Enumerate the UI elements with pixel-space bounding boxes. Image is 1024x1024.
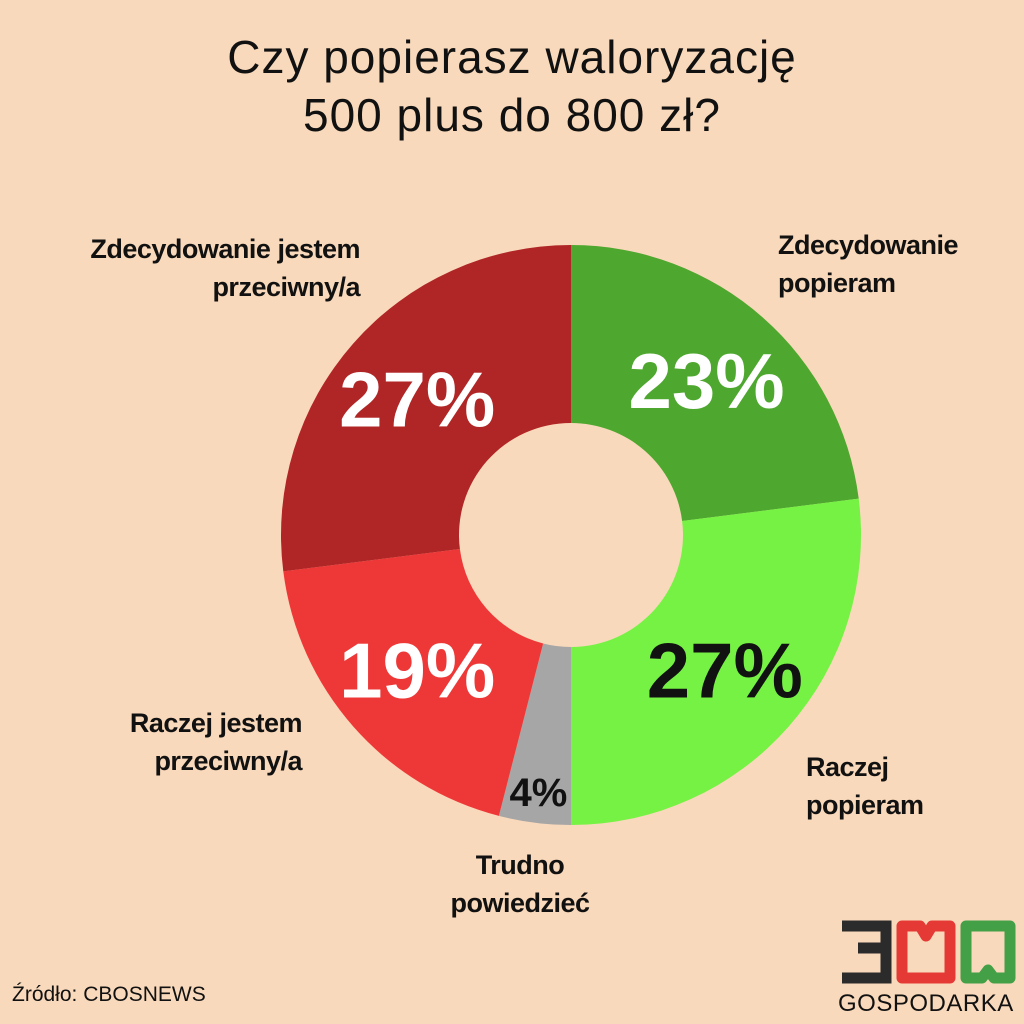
logo-text: GOSPODARKA [838, 990, 1014, 1017]
label-trudno-powiedziec-line-1: Trudno [475, 850, 565, 880]
logo: GOSPODARKA [838, 918, 1018, 1018]
slice-1 [571, 498, 861, 825]
label-raczej-popieram: Raczej popieram [806, 748, 924, 824]
label-raczej-przeciwny-line-2: przeciwny/a [154, 746, 302, 776]
label-raczej-popieram-line-1: Raczej [806, 752, 889, 782]
slice-0 [571, 245, 859, 521]
label-raczej-popieram-line-2: popieram [806, 790, 924, 820]
logo-digit-3 [842, 920, 892, 984]
slice-value-0: 23% [629, 337, 785, 425]
slice-3 [283, 549, 544, 816]
source-note: Źródło: CBOSNEWS [12, 983, 206, 1006]
label-trudno-powiedziec-line-2: powiedzieć [450, 888, 590, 918]
slice-value-3: 19% [339, 627, 495, 715]
logo-number [842, 920, 1016, 984]
label-trudno-powiedziec: Trudno powiedzieć [420, 846, 620, 922]
chart-title-line-1: Czy popierasz waloryzację [227, 31, 797, 83]
label-zdecydowanie-przeciwny-line-2: przeciwny/a [212, 272, 360, 302]
label-zdecydowanie-przeciwny-line-1: Zdecydowanie jestem [90, 234, 360, 264]
slice-2 [498, 643, 571, 825]
label-zdecydowanie-popieram: Zdecydowanie popieram [778, 226, 959, 302]
slice-value-1: 27% [647, 627, 803, 715]
label-zdecydowanie-popieram-line-1: Zdecydowanie [778, 230, 959, 260]
slice-4 [281, 245, 571, 572]
logo-digit-0-red [896, 920, 956, 984]
label-zdecydowanie-popieram-line-2: popieram [778, 268, 896, 298]
logo-digit-0-green [960, 920, 1016, 984]
label-raczej-przeciwny: Raczej jestem przeciwny/a [60, 704, 303, 780]
chart-title-line-2: 500 plus do 800 zł? [303, 89, 721, 141]
label-raczej-przeciwny-line-1: Raczej jestem [129, 708, 303, 738]
label-zdecydowanie-przeciwny: Zdecydowanie jestem przeciwny/a [20, 230, 360, 306]
slice-value-2: 4% [510, 771, 568, 815]
slice-value-4: 27% [339, 355, 495, 443]
chart-title: Czy popierasz waloryzację 500 plus do 80… [0, 28, 1024, 144]
